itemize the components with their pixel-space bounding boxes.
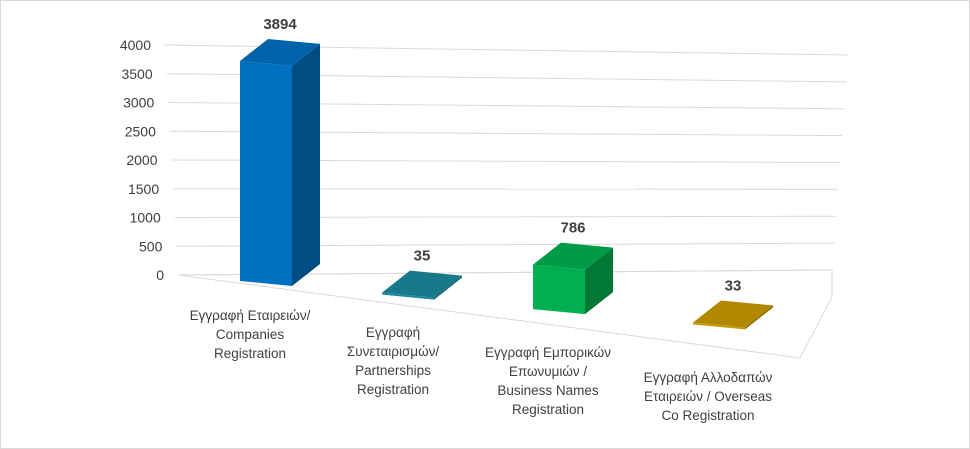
bar-front xyxy=(240,60,292,286)
floor-outline xyxy=(177,269,833,359)
bar-top xyxy=(533,242,613,270)
category-label: Επωνυμιών / xyxy=(509,364,588,379)
y-tick-label: 4000 xyxy=(120,37,151,53)
bar-top xyxy=(240,38,320,66)
category-label: Εγγραφή Εταιρειών/ xyxy=(190,308,311,323)
category-label: Registration xyxy=(512,402,584,417)
y-tick-label: 3500 xyxy=(121,66,152,82)
y-tick-label: 1500 xyxy=(128,181,159,197)
y-tick-label: 2500 xyxy=(125,123,156,139)
category-label: Εγγραφή Αλλοδαπών xyxy=(644,370,773,385)
category-label: Συνεταιρισμών/ xyxy=(347,344,440,359)
y-tick-label: 1000 xyxy=(130,210,161,226)
data-label: 35 xyxy=(414,248,431,265)
bar-front xyxy=(382,292,434,300)
category-label: Co Registration xyxy=(661,408,754,423)
category-label: Εγγραφή xyxy=(366,325,420,340)
bar-front xyxy=(693,322,745,330)
bar-side xyxy=(585,247,613,315)
y-tick-label: 2000 xyxy=(126,152,157,168)
bar-side xyxy=(434,275,462,300)
bar-top xyxy=(382,270,462,298)
category-label: Εταιρειών / Overseas xyxy=(644,389,772,404)
bar-top xyxy=(693,300,773,328)
bar-front xyxy=(533,264,585,315)
category-label: Partnerships xyxy=(355,363,431,378)
bar-side xyxy=(745,305,773,330)
y-tick-label: 500 xyxy=(139,238,163,254)
data-label: 33 xyxy=(725,277,742,294)
category-label: Registration xyxy=(357,382,429,397)
data-label: 3894 xyxy=(263,16,297,33)
category-label: Registration xyxy=(214,346,286,361)
category-label: Business Names xyxy=(497,383,599,398)
category-label: Εγγραφή Εμπορικών xyxy=(485,345,611,360)
data-label: 786 xyxy=(560,220,585,237)
y-tick-label: 0 xyxy=(156,267,164,283)
y-tick-label: 3000 xyxy=(123,95,154,111)
bar-side xyxy=(292,43,320,286)
category-label: Companies xyxy=(216,327,285,342)
